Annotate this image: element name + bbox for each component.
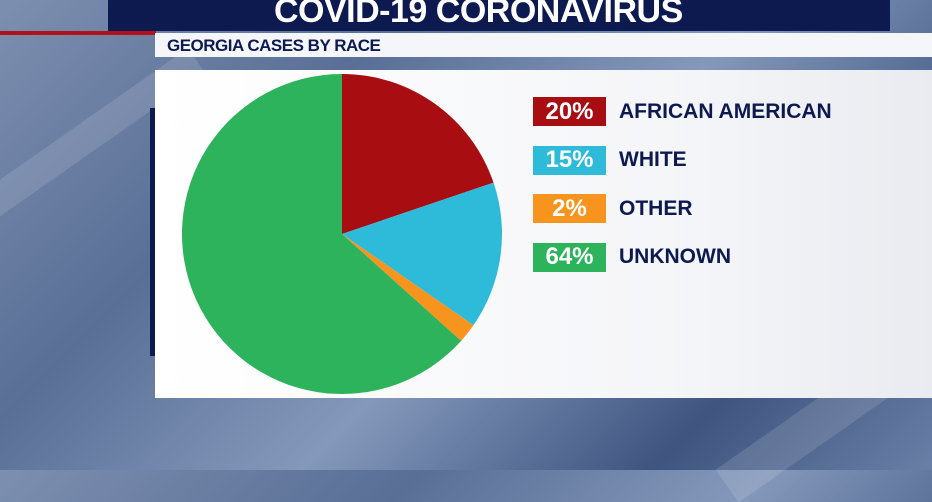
title-banner: COVID-19 CORONAVIRUS [108,0,890,31]
legend-item: 2% OTHER [533,194,693,223]
page-subtitle: GEORGIA CASES BY RACE [167,36,381,55]
pie-chart [182,74,502,394]
pie-slice-african-american [342,74,494,234]
legend-value: 64% [533,242,606,272]
page-title: COVID-19 CORONAVIRUS [274,0,683,30]
pie-slice-white [342,182,502,326]
legend-value: 2% [533,194,606,223]
legend-item: 64% UNKNOWN [533,242,731,272]
legend-value: 15% [533,145,606,175]
panel-edge [150,108,155,356]
legend-label: UNKNOWN [619,245,731,268]
legend-label: OTHER [619,196,693,220]
chart-panel: 20% AFRICAN AMERICAN 15% WHITE 2% OTHER 64% UNK… [155,70,932,398]
subtitle-bar: GEORGIA CASES BY RACE [155,33,932,57]
legend-label: AFRICAN AMERICAN [619,99,832,123]
legend-value: 20% [533,97,606,126]
pie-slice-unknown [182,74,462,394]
accent-line [0,31,156,35]
pie-slice-other [342,234,474,341]
legend-label: WHITE [619,148,687,171]
legend-item: 20% AFRICAN AMERICAN [533,97,832,126]
legend-item: 15% WHITE [533,145,687,175]
